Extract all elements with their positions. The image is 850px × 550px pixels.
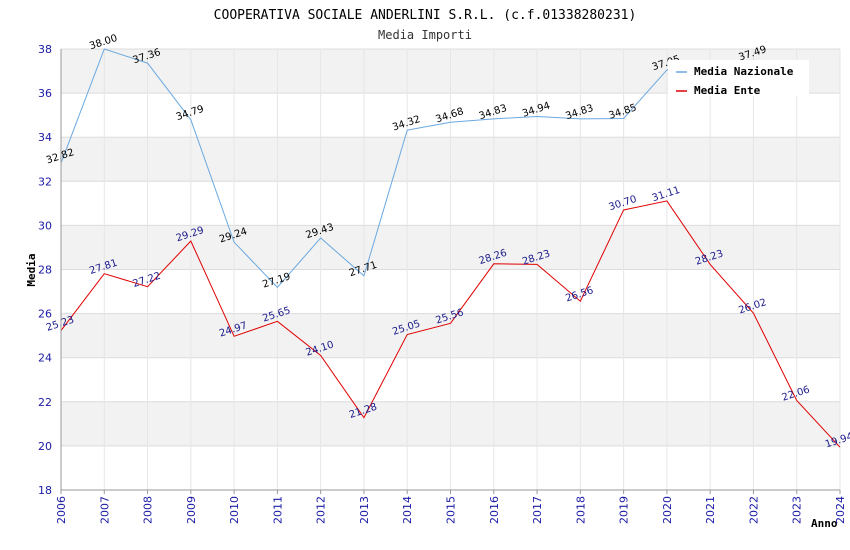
x-tick-label: 2014 — [401, 496, 414, 524]
y-tick-label: 38 — [38, 43, 52, 56]
chart-subtitle: Media Importi — [378, 28, 472, 42]
series-line-media-ente — [60, 200, 841, 448]
x-axis-label: Anno — [811, 517, 838, 530]
y-tick-label: 22 — [38, 396, 52, 409]
y-tick-label: 36 — [38, 87, 52, 100]
x-tick-label: 2018 — [574, 496, 587, 524]
series-line-media-nazionale — [60, 48, 754, 289]
y-axis-label: Media — [25, 253, 38, 286]
y-tick-label: 34 — [38, 131, 52, 144]
y-tick-label: 32 — [38, 175, 52, 188]
x-tick-label: 2013 — [358, 496, 371, 524]
x-tick-label: 2022 — [747, 496, 760, 524]
x-tick-label: 2023 — [791, 496, 804, 524]
legend: Media Nazionale Media Ente — [668, 60, 809, 97]
x-tick-label: 2008 — [142, 496, 155, 524]
x-tick-label: 2024 — [834, 496, 847, 524]
x-tick-label: 2015 — [445, 496, 458, 524]
x-tick-label: 2011 — [271, 496, 284, 524]
x-tick-label: 2016 — [488, 496, 501, 524]
x-tick-label: 2009 — [185, 496, 198, 524]
y-tick-label: 28 — [38, 264, 52, 277]
legend-label-media-ente: Media Ente — [694, 84, 761, 97]
y-tick-label: 30 — [38, 219, 52, 232]
y-tick-label: 26 — [38, 308, 52, 321]
legend-box — [668, 60, 809, 96]
x-tick-label: 2017 — [531, 496, 544, 524]
legend-label-media-nazionale: Media Nazionale — [694, 65, 794, 78]
y-tick-label: 18 — [38, 484, 52, 497]
x-tick-label: 2007 — [98, 496, 111, 524]
x-tick-label: 2012 — [315, 496, 328, 524]
y-tick-labels: 18 20 22 24 26 28 30 32 34 36 38 — [38, 43, 52, 497]
x-tick-label: 2020 — [661, 496, 674, 524]
x-tick-label: 2010 — [228, 496, 241, 524]
chart-title: COOPERATIVA SOCIALE ANDERLINI S.R.L. (c.… — [214, 8, 637, 23]
axes — [60, 49, 841, 494]
x-tick-labels: 2006 2007 2008 2009 2010 2011 2012 2013 2014 2015… — [55, 496, 847, 524]
x-tick-label: 2021 — [704, 496, 717, 524]
x-tick-label: 2019 — [618, 496, 631, 524]
y-tick-label: 20 — [38, 440, 52, 453]
x-tick-label: 2006 — [55, 496, 68, 524]
series-lines — [60, 48, 841, 448]
y-tick-label: 24 — [38, 352, 52, 365]
